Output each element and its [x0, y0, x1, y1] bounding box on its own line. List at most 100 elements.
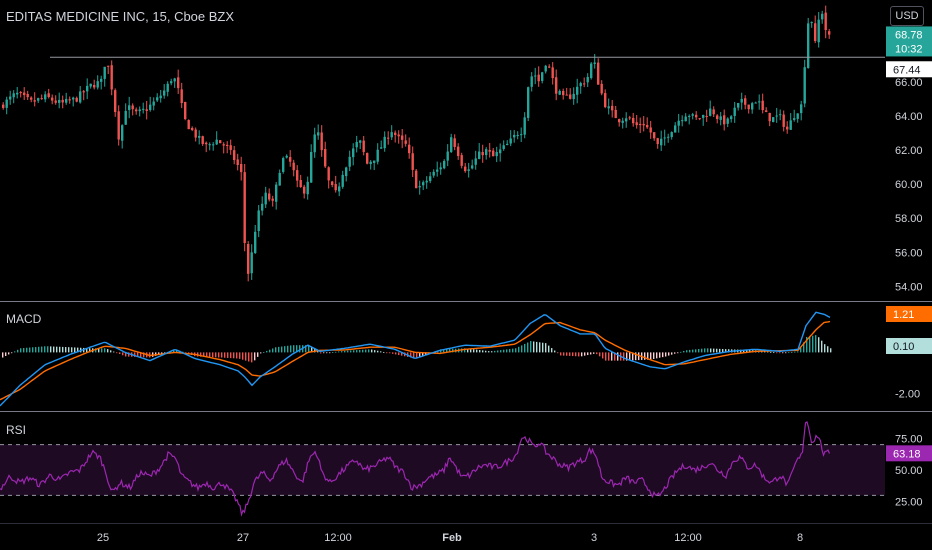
candle[interactable] — [341, 174, 344, 187]
candle[interactable] — [754, 102, 757, 104]
candle[interactable] — [705, 115, 708, 117]
candle[interactable] — [86, 85, 89, 92]
candle[interactable] — [40, 98, 43, 100]
candle[interactable] — [198, 135, 201, 138]
candle[interactable] — [271, 198, 274, 201]
candle[interactable] — [187, 120, 190, 130]
candle[interactable] — [537, 74, 540, 82]
candle[interactable] — [429, 176, 432, 182]
candle[interactable] — [107, 65, 110, 67]
candle[interactable] — [639, 123, 642, 126]
candle[interactable] — [110, 65, 113, 90]
candle[interactable] — [488, 149, 491, 152]
candle[interactable] — [257, 210, 260, 232]
candle[interactable] — [387, 137, 390, 139]
candle[interactable] — [96, 81, 99, 88]
candle[interactable] — [250, 252, 253, 274]
candle[interactable] — [569, 94, 572, 99]
candle[interactable] — [810, 22, 813, 24]
candle[interactable] — [793, 118, 796, 120]
candle[interactable] — [327, 167, 330, 181]
candle[interactable] — [716, 115, 719, 120]
candle[interactable] — [600, 83, 603, 94]
candle[interactable] — [446, 151, 449, 161]
candle[interactable] — [243, 172, 246, 243]
candle[interactable] — [145, 109, 148, 111]
candle[interactable] — [215, 139, 218, 145]
candle[interactable] — [485, 149, 488, 156]
candle[interactable] — [369, 161, 372, 165]
candle[interactable] — [114, 90, 117, 113]
candle[interactable] — [737, 102, 740, 108]
candle[interactable] — [614, 109, 617, 119]
candle[interactable] — [481, 152, 484, 156]
candle[interactable] — [803, 67, 806, 104]
candle[interactable] — [751, 103, 754, 110]
candle[interactable] — [824, 12, 827, 31]
candle[interactable] — [191, 127, 194, 131]
candle[interactable] — [58, 99, 61, 103]
candle[interactable] — [128, 105, 131, 111]
candle[interactable] — [807, 23, 810, 68]
candle[interactable] — [201, 136, 204, 144]
candle[interactable] — [338, 186, 341, 192]
candle[interactable] — [758, 101, 761, 103]
candle[interactable] — [653, 132, 656, 139]
candle[interactable] — [61, 99, 64, 103]
candle[interactable] — [604, 93, 607, 108]
candle[interactable] — [380, 147, 383, 149]
candle[interactable] — [303, 186, 306, 194]
candle[interactable] — [670, 132, 673, 138]
candle[interactable] — [467, 169, 470, 171]
candle[interactable] — [464, 166, 467, 172]
candle[interactable] — [800, 104, 803, 114]
candle[interactable] — [723, 115, 726, 125]
candle[interactable] — [471, 165, 474, 169]
candle[interactable] — [229, 145, 232, 150]
candle[interactable] — [65, 98, 68, 103]
candle[interactable] — [404, 140, 407, 144]
candle[interactable] — [306, 181, 309, 195]
candle[interactable] — [457, 146, 460, 156]
candle[interactable] — [443, 160, 446, 169]
candle[interactable] — [222, 144, 225, 146]
candle[interactable] — [166, 83, 169, 92]
candle[interactable] — [278, 172, 281, 186]
candle[interactable] — [184, 101, 187, 120]
candle[interactable] — [747, 104, 750, 110]
candle[interactable] — [572, 93, 575, 100]
candle[interactable] — [124, 110, 127, 125]
candle[interactable] — [821, 13, 824, 20]
candle[interactable] — [390, 132, 393, 138]
candle[interactable] — [72, 97, 75, 100]
candle[interactable] — [418, 186, 421, 188]
candle[interactable] — [779, 114, 782, 116]
candle[interactable] — [765, 110, 768, 112]
candle[interactable] — [576, 86, 579, 95]
candle[interactable] — [593, 62, 596, 64]
candle[interactable] — [362, 140, 365, 153]
candle[interactable] — [131, 105, 134, 110]
candle[interactable] — [439, 167, 442, 170]
candle[interactable] — [740, 98, 743, 103]
candle[interactable] — [425, 180, 428, 183]
candle[interactable] — [495, 152, 498, 157]
candle[interactable] — [814, 23, 817, 42]
candle[interactable] — [282, 158, 285, 172]
candle[interactable] — [796, 113, 799, 119]
candle[interactable] — [254, 231, 257, 254]
candle[interactable] — [681, 120, 684, 122]
candle[interactable] — [16, 92, 19, 95]
candle[interactable] — [628, 117, 631, 119]
candle[interactable] — [789, 120, 792, 130]
candle[interactable] — [432, 171, 435, 176]
candle[interactable] — [33, 100, 36, 102]
candle[interactable] — [733, 107, 736, 116]
candle[interactable] — [152, 101, 155, 106]
candle[interactable] — [299, 180, 302, 188]
candle[interactable] — [492, 150, 495, 157]
candle[interactable] — [373, 160, 376, 163]
candle[interactable] — [194, 129, 197, 138]
candle[interactable] — [611, 105, 614, 111]
candle[interactable] — [117, 111, 120, 140]
